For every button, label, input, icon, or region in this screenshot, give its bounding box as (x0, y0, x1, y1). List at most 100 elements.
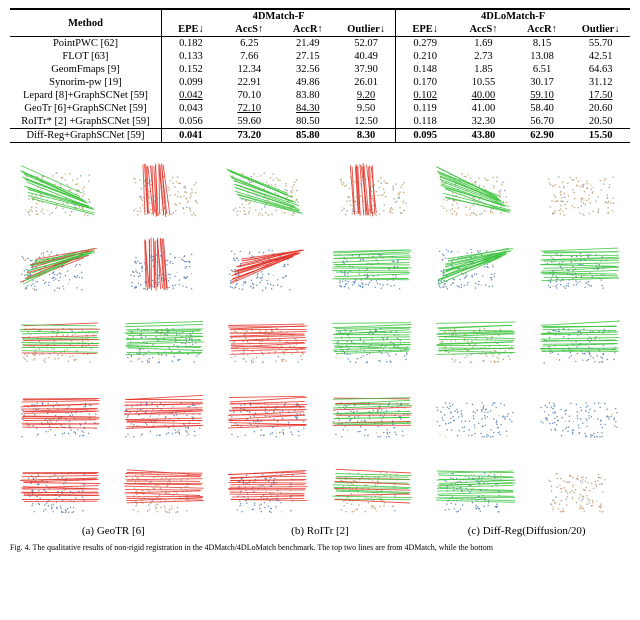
figure-cell (218, 303, 318, 373)
value-cell: 7.66 (220, 50, 279, 63)
th-metric: AccR↑ (513, 23, 572, 37)
figure-cell (426, 229, 526, 299)
value-cell: 0.043 (161, 102, 220, 115)
figure-cell (10, 451, 110, 521)
value-cell: 85.80 (279, 129, 338, 143)
figure-cell (10, 303, 110, 373)
figure-label-a: (a) GeoTR [6] (10, 525, 217, 537)
figure-cell (426, 303, 526, 373)
value-cell: 58.40 (513, 102, 572, 115)
value-cell: 26.01 (337, 76, 396, 89)
value-cell: 21.49 (279, 37, 338, 51)
value-cell: 0.119 (396, 102, 455, 115)
value-cell: 0.279 (396, 37, 455, 51)
th-group1: 4DMatch-F (161, 9, 395, 23)
figure-cell (322, 303, 422, 373)
value-cell: 55.70 (571, 37, 630, 51)
value-cell: 0.102 (396, 89, 455, 102)
value-cell: 0.099 (161, 76, 220, 89)
value-cell: 80.50 (279, 115, 338, 129)
figure-grid (10, 155, 630, 521)
method-cell: GeomFmaps [9] (10, 63, 161, 76)
value-cell: 9.50 (337, 102, 396, 115)
value-cell: 0.118 (396, 115, 455, 129)
figure-cell (426, 451, 526, 521)
method-cell: FLOT [63] (10, 50, 161, 63)
figure-caption-prefix: Fig. 4. (10, 543, 31, 552)
value-cell: 6.25 (220, 37, 279, 51)
th-metric: EPE↓ (396, 23, 455, 37)
figure-cell (426, 377, 526, 447)
value-cell: 43.80 (454, 129, 513, 143)
method-cell: GeoTr [6]+GraphSCNet [59] (10, 102, 161, 115)
value-cell: 22.91 (220, 76, 279, 89)
value-cell: 73.20 (220, 129, 279, 143)
figure-cell (218, 155, 318, 225)
figure-caption: Fig. 4. The qualitative results of non-r… (10, 543, 630, 553)
value-cell: 6.51 (513, 63, 572, 76)
figure-cell (114, 303, 214, 373)
value-cell: 1.85 (454, 63, 513, 76)
value-cell: 0.170 (396, 76, 455, 89)
value-cell: 8.30 (337, 129, 396, 143)
value-cell: 10.55 (454, 76, 513, 89)
figure-cell (114, 229, 214, 299)
value-cell: 32.30 (454, 115, 513, 129)
value-cell: 30.17 (513, 76, 572, 89)
figure-cell (530, 155, 630, 225)
value-cell: 59.60 (220, 115, 279, 129)
value-cell: 12.50 (337, 115, 396, 129)
value-cell: 40.49 (337, 50, 396, 63)
value-cell: 0.152 (161, 63, 220, 76)
th-metric: Outlier↓ (571, 23, 630, 37)
figure-cell (530, 229, 630, 299)
value-cell: 32.56 (279, 63, 338, 76)
value-cell: 9.20 (337, 89, 396, 102)
figure-caption-text: The qualitative results of non-rigid reg… (33, 543, 493, 552)
figure-cell (322, 451, 422, 521)
th-metric: AccS↑ (454, 23, 513, 37)
value-cell: 12.34 (220, 63, 279, 76)
th-metric: Outlier↓ (337, 23, 396, 37)
value-cell: 64.63 (571, 63, 630, 76)
figure-cell (322, 377, 422, 447)
method-cell: PointPWC [62] (10, 37, 161, 51)
value-cell: 27.15 (279, 50, 338, 63)
value-cell: 1.69 (454, 37, 513, 51)
figure-cell (218, 229, 318, 299)
figure-cell (322, 229, 422, 299)
value-cell: 0.133 (161, 50, 220, 63)
value-cell: 0.210 (396, 50, 455, 63)
value-cell: 17.50 (571, 89, 630, 102)
th-method: Method (10, 9, 161, 37)
figure-cell (10, 377, 110, 447)
value-cell: 8.15 (513, 37, 572, 51)
figure-label-c: (c) Diff-Reg(Diffusion/20) (423, 525, 630, 537)
figure-cell (114, 451, 214, 521)
value-cell: 0.041 (161, 129, 220, 143)
figure-cell (322, 155, 422, 225)
method-cell: RoITr* [2] +GraphSCNet [59] (10, 115, 161, 129)
figure-cell (426, 155, 526, 225)
value-cell: 0.042 (161, 89, 220, 102)
value-cell: 62.90 (513, 129, 572, 143)
results-table: Method 4DMatch-F 4DLoMatch-F EPE↓AccS↑Ac… (10, 8, 630, 143)
value-cell: 0.095 (396, 129, 455, 143)
figure-cell (530, 377, 630, 447)
value-cell: 70.10 (220, 89, 279, 102)
value-cell: 0.148 (396, 63, 455, 76)
th-metric: AccR↑ (279, 23, 338, 37)
figure-cell (10, 155, 110, 225)
value-cell: 41.00 (454, 102, 513, 115)
value-cell: 0.056 (161, 115, 220, 129)
figure-cell (10, 229, 110, 299)
value-cell: 49.86 (279, 76, 338, 89)
value-cell: 31.12 (571, 76, 630, 89)
value-cell: 15.50 (571, 129, 630, 143)
value-cell: 0.182 (161, 37, 220, 51)
value-cell: 56.70 (513, 115, 572, 129)
value-cell: 37.90 (337, 63, 396, 76)
figure-cell (530, 451, 630, 521)
value-cell: 52.07 (337, 37, 396, 51)
value-cell: 84.30 (279, 102, 338, 115)
